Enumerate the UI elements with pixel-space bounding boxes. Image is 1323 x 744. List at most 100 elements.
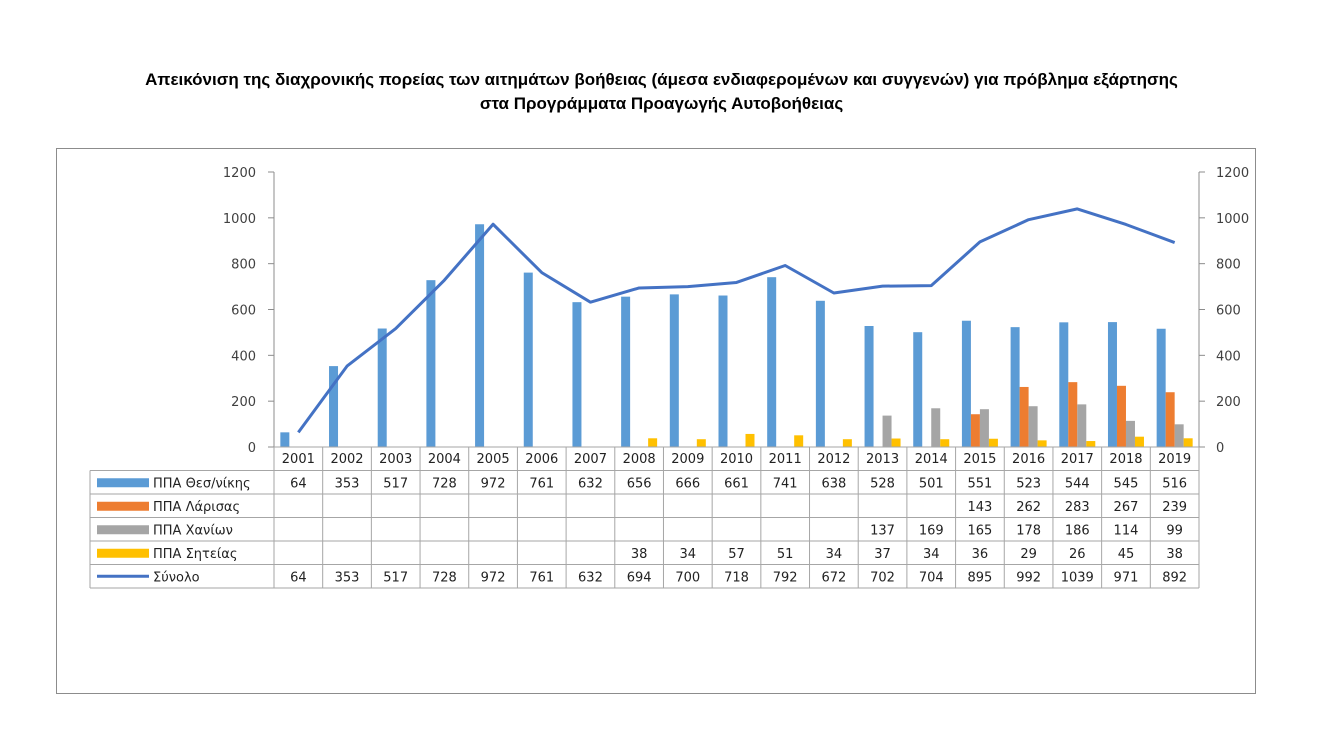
table-cell: 64 xyxy=(290,476,307,491)
table-cell: 972 xyxy=(481,476,506,491)
bar-ΠΠΑ-Σητείας-2012 xyxy=(842,439,852,447)
bar-ΠΠΑ-Θεσ/νίκης-2014 xyxy=(913,332,923,447)
table-cell: 262 xyxy=(1016,500,1041,515)
table-cell: 761 xyxy=(529,570,554,585)
x-tick-label: 2006 xyxy=(525,452,558,467)
chart-title-line1: Απεικόνιση της διαχρονικής πορείας των α… xyxy=(145,70,1178,89)
table-cell: 638 xyxy=(821,476,846,491)
bar-ΠΠΑ-Θεσ/νίκης-2009 xyxy=(669,294,679,447)
bar-ΠΠΑ-Θεσ/νίκης-2011 xyxy=(767,277,777,447)
table-cell: 761 xyxy=(529,476,554,491)
chart-title: Απεικόνιση της διαχρονικής πορείας των α… xyxy=(40,68,1283,116)
bar-ΠΠΑ-Θεσ/νίκης-2002 xyxy=(329,366,339,447)
bar-ΠΠΑ-Σητείας-2016 xyxy=(1037,440,1047,447)
x-tick-label: 2017 xyxy=(1061,452,1094,467)
table-cell: 64 xyxy=(290,570,307,585)
x-tick-label: 2010 xyxy=(720,452,753,467)
table-cell: 661 xyxy=(724,476,749,491)
y-tick-label-right: 1000 xyxy=(1216,212,1249,227)
y-tick-label-left: 400 xyxy=(231,349,256,364)
bar-ΠΠΑ-Σητείας-2018 xyxy=(1134,436,1144,447)
table-cell: 792 xyxy=(773,570,798,585)
table-cell: 702 xyxy=(870,570,895,585)
y-tick-label-left: 200 xyxy=(231,395,256,410)
table-cell: 741 xyxy=(773,476,798,491)
bar-ΠΠΑ-Θεσ/νίκης-2001 xyxy=(280,432,290,447)
y-tick-label-right: 600 xyxy=(1216,304,1241,319)
x-tick-label: 2016 xyxy=(1012,452,1045,467)
bar-ΠΠΑ-Σητείας-2009 xyxy=(696,439,706,447)
table-cell: 267 xyxy=(1114,500,1139,515)
legend-label: ΠΠΑ Θεσ/νίκης xyxy=(153,476,251,491)
bar-ΠΠΑ-Θεσ/νίκης-2013 xyxy=(864,326,874,447)
table-cell: 51 xyxy=(777,547,794,562)
table-cell: 34 xyxy=(826,547,843,562)
bar-ΠΠΑ-Χανίων-2016 xyxy=(1028,406,1038,447)
bar-ΠΠΑ-Λάρισας-2016 xyxy=(1019,386,1029,447)
bar-ΠΠΑ-Σητείας-2010 xyxy=(745,433,755,447)
table-cell: 57 xyxy=(728,547,745,562)
table-cell: 992 xyxy=(1016,570,1041,585)
table-cell: 178 xyxy=(1016,523,1041,538)
table-cell: 353 xyxy=(335,476,360,491)
bar-ΠΠΑ-Σητείας-2008 xyxy=(648,438,658,447)
table-cell: 38 xyxy=(1166,547,1183,562)
table-cell: 239 xyxy=(1162,500,1187,515)
bar-ΠΠΑ-Θεσ/νίκης-2008 xyxy=(621,296,631,447)
data-table: 2001 2002 2003 2004 2005 2006 2007 2008 2009 2010… xyxy=(89,446,1200,589)
bar-ΠΠΑ-Λάρισας-2017 xyxy=(1068,382,1078,447)
y-tick-label-left: 1200 xyxy=(223,166,256,181)
legend-label: ΠΠΑ Λάρισας xyxy=(153,500,240,515)
x-tick-label: 2012 xyxy=(817,452,850,467)
table-cell: 353 xyxy=(335,570,360,585)
table-cell: 632 xyxy=(578,570,603,585)
table-cell: 672 xyxy=(821,570,846,585)
table-cell: 728 xyxy=(432,570,457,585)
bar-ΠΠΑ-Θεσ/νίκης-2017 xyxy=(1059,322,1069,447)
table-cell: 892 xyxy=(1162,570,1187,585)
table-cell: 516 xyxy=(1162,476,1187,491)
y-tick-label-right: 0 xyxy=(1216,441,1224,456)
table-cell: 632 xyxy=(578,476,603,491)
table-cell: 169 xyxy=(919,523,944,538)
table-cell: 283 xyxy=(1065,500,1090,515)
x-tick-label: 2014 xyxy=(915,452,948,467)
y-tick-label-left: 1000 xyxy=(223,212,256,227)
bar-ΠΠΑ-Χανίων-2013 xyxy=(882,415,892,447)
legend-key-ΠΠΑ-Θεσ/νίκης xyxy=(97,478,149,488)
bar-ΠΠΑ-Χανίων-2017 xyxy=(1077,404,1087,447)
x-tick-label: 2018 xyxy=(1109,452,1142,467)
legend-label: ΠΠΑ Σητείας xyxy=(153,547,237,562)
table-cell: 26 xyxy=(1069,547,1086,562)
y-tick-label-right: 1200 xyxy=(1216,166,1249,181)
bar-ΠΠΑ-Σητείας-2014 xyxy=(940,439,950,447)
bar-ΠΠΑ-Θεσ/νίκης-2005 xyxy=(475,224,485,447)
table-cell: 971 xyxy=(1114,570,1139,585)
table-cell: 1039 xyxy=(1061,570,1094,585)
table-cell: 656 xyxy=(627,476,652,491)
table-cell: 517 xyxy=(383,570,408,585)
y-tick-label-right: 800 xyxy=(1216,258,1241,273)
table-cell: 972 xyxy=(481,570,506,585)
bar-ΠΠΑ-Λάρισας-2015 xyxy=(970,414,980,447)
table-cell: 528 xyxy=(870,476,895,491)
bar-ΠΠΑ-Θεσ/νίκης-2006 xyxy=(523,272,533,447)
y-tick-label-left: 800 xyxy=(231,258,256,273)
table-cell: 137 xyxy=(870,523,895,538)
table-cell: 523 xyxy=(1016,476,1041,491)
bar-ΠΠΑ-Λάρισας-2018 xyxy=(1116,385,1126,447)
table-cell: 700 xyxy=(675,570,700,585)
x-tick-label: 2015 xyxy=(963,452,996,467)
table-cell: 143 xyxy=(968,500,993,515)
table-cell: 38 xyxy=(631,547,648,562)
table-cell: 728 xyxy=(432,476,457,491)
x-tick-label: 2002 xyxy=(330,452,363,467)
x-tick-label: 2019 xyxy=(1158,452,1191,467)
x-tick-label: 2008 xyxy=(623,452,656,467)
legend-key-ΠΠΑ-Χανίων xyxy=(97,525,149,535)
table-cell: 517 xyxy=(383,476,408,491)
table-cell: 544 xyxy=(1065,476,1090,491)
table-cell: 895 xyxy=(968,570,993,585)
table-cell: 666 xyxy=(675,476,700,491)
legend-label: ΠΠΑ Χανίων xyxy=(153,523,233,538)
